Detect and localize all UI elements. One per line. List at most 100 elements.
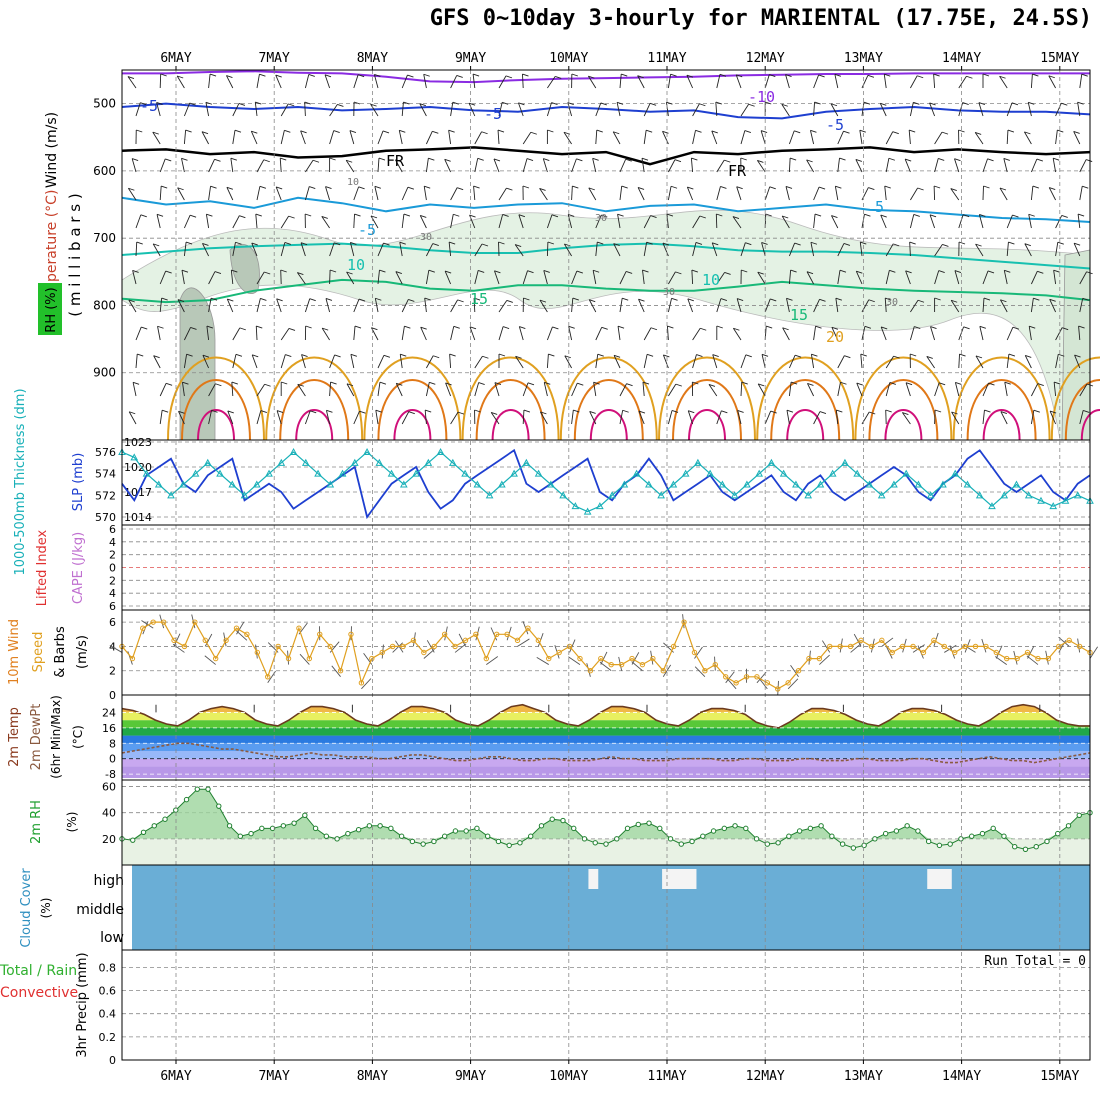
temp-unit-label: (°C) [71, 725, 85, 749]
wind-barb [325, 186, 331, 201]
wind-barb [571, 185, 573, 201]
wind-barb [280, 328, 290, 341]
wind-barb-flag [786, 409, 794, 413]
wind-speed-marker [317, 631, 323, 637]
temp-tick: 8 [109, 737, 116, 750]
wind-barb-flag [782, 327, 789, 331]
lifted-index-axis-label: Lifted Index [35, 529, 50, 606]
wind-barb-flag [214, 158, 221, 162]
li-tick: 2 [109, 574, 116, 587]
cloud-clear-patch [662, 869, 697, 889]
thickness-marker [387, 469, 396, 477]
wind-speed-marker [951, 649, 958, 656]
wind-barb-flag [522, 73, 529, 77]
wind-speed-marker [181, 643, 188, 650]
wind-barb-flag [1049, 187, 1056, 190]
wind-barb-flag [748, 103, 755, 107]
wind-barb [280, 354, 286, 369]
wind-barb [1028, 214, 1032, 229]
wind-barb-flag [761, 242, 768, 245]
wind-barb [813, 102, 816, 117]
rh-marker [280, 823, 287, 829]
wind-barb [419, 215, 427, 229]
wind-barb [208, 410, 212, 425]
wind-barb-flag [758, 383, 765, 387]
wind-barb-flag [1058, 353, 1065, 357]
wind-speed-marker [254, 649, 261, 656]
wind-barb [204, 655, 216, 665]
isotherm-20 [363, 356, 462, 441]
rh-marker [807, 825, 814, 832]
wind-barb [176, 75, 185, 89]
rh-area [122, 789, 1090, 839]
wind-speed-marker [806, 655, 812, 662]
wind-barb [616, 102, 621, 117]
wind-barb [498, 102, 503, 117]
wind-barb-flag [181, 269, 189, 273]
wind-barb-flag [831, 326, 839, 330]
wind-barb [444, 159, 452, 173]
thickness-marker [1024, 491, 1033, 499]
wind-barb-flag [699, 103, 706, 107]
wind-barb [690, 158, 694, 173]
wind-barb [885, 243, 894, 257]
temp-band [122, 735, 1090, 744]
wind-barb-flag [929, 102, 936, 106]
wind-barb [518, 214, 524, 229]
rh-marker [237, 833, 244, 839]
wind-barb-flag [383, 354, 391, 358]
wind-barb-flag [1077, 101, 1084, 105]
rh-marker [958, 836, 964, 842]
rh-marker [334, 836, 340, 842]
wind-barb [834, 186, 839, 201]
wind-speed-marker [421, 649, 427, 656]
temp-axis-label: 2m Temp [7, 707, 22, 767]
wind-speed-marker [514, 637, 521, 644]
wind-barb-flag [473, 297, 481, 301]
wind-speed-marker [587, 668, 594, 674]
wind-barb-flag [420, 326, 427, 330]
wind-barb-flag [741, 269, 748, 273]
wind-barb [902, 412, 911, 425]
wind-barb-flag [140, 102, 147, 106]
rh-marker [775, 840, 781, 846]
wind-barb [975, 355, 984, 369]
wind-barb-flag [140, 214, 147, 218]
wind-speed-marker [608, 661, 614, 668]
wind-barb-flag [132, 381, 140, 385]
wind-barb [881, 637, 894, 647]
day-label-bottom: 10MAY [549, 1069, 588, 1084]
wind-barb-flag [770, 410, 777, 414]
wind-barb [256, 74, 260, 89]
isotherm-20 [658, 356, 756, 441]
rh-marker [829, 833, 835, 839]
wind-barb-flag [432, 130, 439, 134]
wind-barb-flag [165, 382, 173, 386]
wind-barb [1026, 655, 1039, 665]
wind-barb [181, 158, 185, 173]
wind-barb-flag [189, 214, 197, 218]
wind-barb-flag [716, 325, 723, 329]
wind-speed-marker [400, 643, 406, 650]
thickness-marker [792, 480, 800, 488]
wind-barb [934, 244, 943, 257]
wind-barb-flag [182, 381, 189, 385]
wind-unit-label: (m/s) [75, 635, 90, 669]
rh-marker [700, 833, 706, 839]
wind-barb [708, 384, 718, 397]
wind-barb-flag [626, 383, 633, 387]
rh-marker [861, 842, 867, 849]
wind-barb-flag [165, 158, 172, 162]
wind-barb-flag [613, 354, 621, 358]
wind-barb [568, 656, 581, 665]
wind-barb [152, 243, 161, 257]
y-tick-label: 900 [93, 366, 116, 380]
wind-barb-flag [334, 354, 341, 358]
wind-barb [401, 214, 405, 229]
wind-barb-flag [310, 410, 317, 414]
wind-barb-flag [284, 242, 291, 245]
wind-barb [813, 411, 821, 425]
rh-marker [441, 833, 448, 839]
wind-barb [395, 271, 403, 285]
wind-barb [135, 214, 142, 229]
